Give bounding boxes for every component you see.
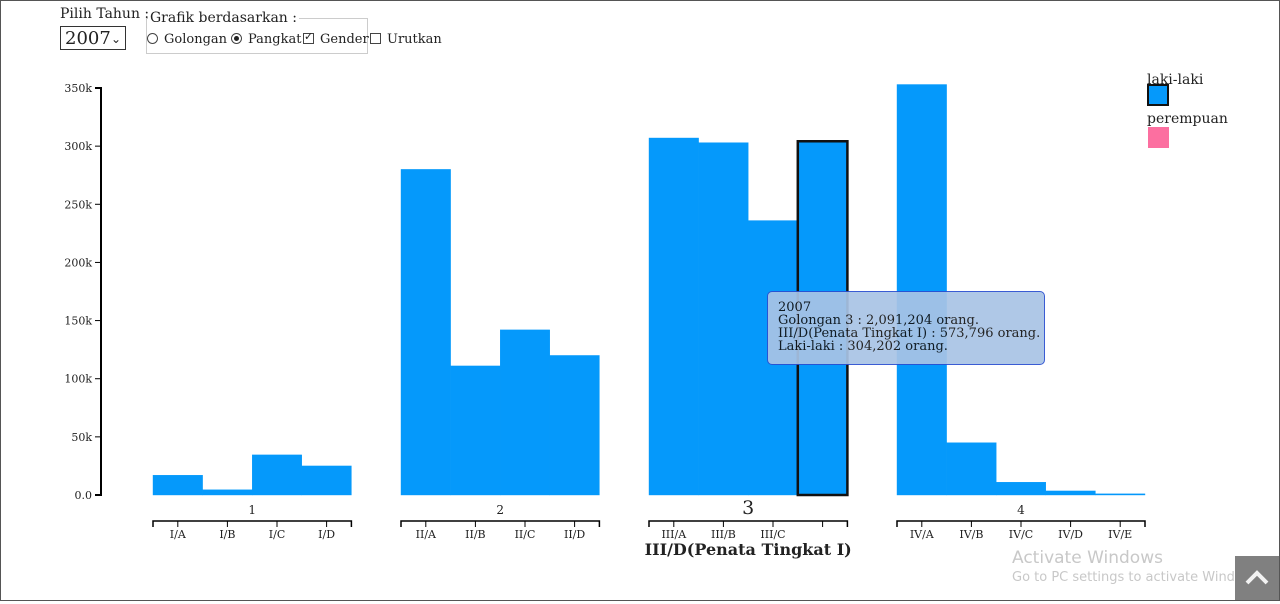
gender-checkbox[interactable] (303, 30, 314, 44)
y-tick-label: 250k (64, 198, 92, 211)
year-select-value: 2007 (65, 28, 111, 49)
group-label: 3 (742, 497, 754, 519)
category-tick-label: I/C (269, 528, 285, 541)
category-tick-label: I/B (219, 528, 235, 541)
hovered-category-label: III/D(Penata Tingkat I) (645, 540, 852, 559)
category-tick-label: IV/A (910, 528, 935, 541)
y-tick-label: 150k (64, 315, 92, 328)
category-tick-label: II/C (515, 528, 536, 541)
category-tick-label: II/D (564, 528, 585, 541)
chevron-up-icon (1245, 570, 1269, 585)
y-tick-label: 0.0 (75, 489, 93, 502)
tooltip-rank-total: III/D(Penata Tingkat I) : 573,796 orang. (778, 326, 1041, 341)
category-tick-label: IV/C (1009, 528, 1033, 541)
category-tick-label: II/B (465, 528, 485, 541)
watermark-title: Activate Windows (1012, 548, 1163, 568)
bar-ii-a (400, 169, 451, 496)
tooltip-gender-total: Laki-laki : 304,202 orang. (778, 339, 948, 354)
y-tick-label: 100k (64, 373, 92, 386)
scroll-top-button[interactable] (1235, 556, 1279, 600)
option-label: Urutkan (387, 32, 442, 47)
windows-activation-watermark: Activate Windows Go to PC settings to ac… (1012, 548, 1264, 585)
bar-i-c (251, 454, 302, 496)
legend-label: perempuan (1147, 111, 1228, 127)
option-urutkan[interactable]: Urutkan (370, 32, 442, 47)
category-tick-label: III/B (711, 528, 736, 541)
bar-iii-a (648, 137, 699, 496)
y-tick-label: 300k (64, 140, 92, 153)
option-label: Gender (320, 32, 369, 47)
legend-swatch (1147, 84, 1169, 106)
option-golongan[interactable]: Golongan (147, 32, 227, 47)
golongan-radio[interactable] (147, 33, 158, 44)
category-tick-label: II/A (416, 528, 437, 541)
y-axis-line (95, 87, 102, 496)
category-tick-label: IV/E (1108, 528, 1132, 541)
option-gender[interactable]: Gender (303, 30, 369, 47)
option-pangkat[interactable]: Pangkat (231, 32, 301, 47)
option-label: Golongan (164, 32, 228, 47)
y-tick-label: 50k (71, 431, 92, 444)
group-label: 2 (496, 503, 504, 517)
bar-i-d (301, 465, 352, 496)
bar-iv-b (946, 442, 997, 496)
tooltip-year: 2007 (778, 300, 812, 315)
year-select[interactable]: 2007 ⌄ (60, 26, 126, 50)
y-tick-label: 200k (64, 256, 92, 269)
chevron-down-icon: ⌄ (110, 32, 121, 46)
tooltip-group-total: Golongan 3 : 2,091,204 orang. (778, 313, 979, 328)
group-label: 1 (248, 503, 256, 517)
category-axis-line (152, 520, 353, 527)
option-label: Pangkat (248, 32, 302, 47)
category-tick-label: IV/B (959, 528, 983, 541)
category-tick-label: III/C (760, 528, 785, 541)
bar-iv-c (996, 482, 1047, 496)
category-tick-label: III/A (661, 528, 687, 541)
grouping-label: Grafik berdasarkan : (148, 10, 299, 26)
category-tick-label: I/A (170, 528, 187, 541)
group-label: 4 (1017, 503, 1025, 517)
category-tick-label: I/D (318, 528, 335, 541)
urutkan-checkbox[interactable] (370, 33, 381, 44)
bar-ii-b (450, 365, 501, 496)
bar-iv-e (1095, 493, 1146, 496)
pangkat-radio[interactable] (231, 33, 242, 44)
y-tick-label: 350k (64, 82, 92, 95)
bar-iv-d (1045, 490, 1096, 496)
bar-iv-a (896, 84, 947, 496)
bar-i-b (202, 489, 253, 496)
bar-i-a (152, 475, 203, 496)
watermark-subtitle: Go to PC settings to activate Windows. (1012, 570, 1265, 585)
legend-swatch (1148, 127, 1169, 148)
category-tick-label: IV/D (1058, 528, 1083, 541)
bar-iii-b (698, 142, 749, 496)
chart-tooltip: 2007 Golongan 3 : 2,091,204 orang. III/D… (767, 291, 1045, 365)
bar-ii-d (549, 355, 600, 496)
category-axis-line (648, 520, 849, 527)
bar-ii-c (500, 329, 551, 496)
category-axis-line (400, 520, 601, 527)
year-label: Pilih Tahun : (60, 6, 150, 22)
